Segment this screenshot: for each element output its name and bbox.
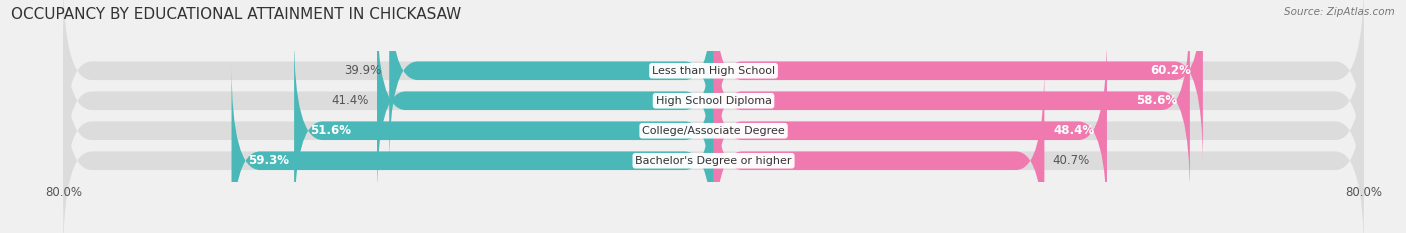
FancyBboxPatch shape (294, 35, 713, 226)
FancyBboxPatch shape (377, 5, 713, 196)
Text: 41.4%: 41.4% (332, 94, 368, 107)
FancyBboxPatch shape (63, 5, 1364, 196)
FancyBboxPatch shape (63, 0, 1364, 166)
Text: College/Associate Degree: College/Associate Degree (643, 126, 785, 136)
FancyBboxPatch shape (63, 65, 1364, 233)
Text: 40.7%: 40.7% (1053, 154, 1090, 167)
FancyBboxPatch shape (713, 65, 1045, 233)
Text: 39.9%: 39.9% (344, 64, 381, 77)
Text: 48.4%: 48.4% (1053, 124, 1095, 137)
Text: 58.6%: 58.6% (1136, 94, 1178, 107)
Text: High School Diploma: High School Diploma (655, 96, 772, 106)
Text: Source: ZipAtlas.com: Source: ZipAtlas.com (1284, 7, 1395, 17)
FancyBboxPatch shape (63, 35, 1364, 226)
FancyBboxPatch shape (713, 5, 1189, 196)
Text: 60.2%: 60.2% (1150, 64, 1191, 77)
Text: Bachelor's Degree or higher: Bachelor's Degree or higher (636, 156, 792, 166)
FancyBboxPatch shape (232, 65, 713, 233)
Text: 59.3%: 59.3% (247, 154, 288, 167)
FancyBboxPatch shape (713, 0, 1204, 166)
FancyBboxPatch shape (713, 35, 1107, 226)
Text: Less than High School: Less than High School (652, 66, 775, 76)
Text: OCCUPANCY BY EDUCATIONAL ATTAINMENT IN CHICKASAW: OCCUPANCY BY EDUCATIONAL ATTAINMENT IN C… (11, 7, 461, 22)
Text: 51.6%: 51.6% (311, 124, 352, 137)
FancyBboxPatch shape (389, 0, 713, 166)
